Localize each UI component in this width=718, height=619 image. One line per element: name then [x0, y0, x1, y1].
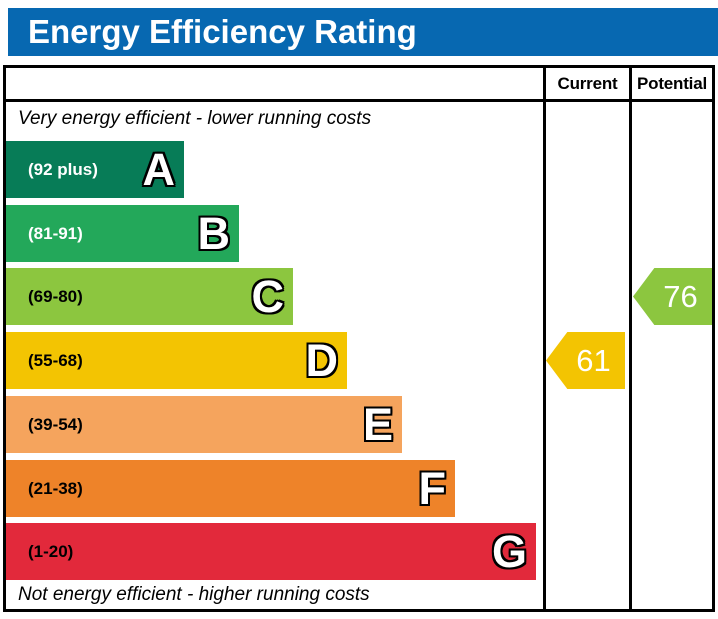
page-title: Energy Efficiency Rating	[28, 13, 417, 50]
current-column-divider	[543, 68, 546, 609]
band-row-d: (55-68) D	[6, 332, 347, 389]
potential-column-divider	[629, 68, 632, 609]
bottom-note: Not energy efficient - higher running co…	[18, 584, 370, 605]
band-range-label: (69-80)	[28, 286, 83, 306]
potential-rating-value: 76	[663, 278, 698, 314]
band-letter: C	[251, 271, 285, 322]
current-rating-arrow: 61	[546, 332, 625, 389]
current-rating-value: 61	[576, 342, 611, 378]
band-letter: D	[305, 335, 339, 386]
band-letter: E	[362, 399, 393, 450]
band-row-g: (1-20) G	[6, 523, 536, 580]
band-letter: A	[142, 144, 176, 195]
band-row-e: (39-54) E	[6, 396, 402, 453]
potential-rating-arrow: 76	[633, 268, 712, 325]
band-range-label: (92 plus)	[28, 159, 98, 179]
band-range-label: (21-38)	[28, 478, 83, 498]
band-row-f: (21-38) F	[6, 460, 455, 517]
band-range-label: (1-20)	[28, 541, 74, 561]
title-bar: Energy Efficiency Rating	[8, 8, 718, 56]
epc-rating-table: Current Potential Very energy efficient …	[3, 65, 715, 612]
band-range-label: (55-68)	[28, 350, 83, 370]
band-letter: G	[491, 526, 527, 577]
band-range-label: (39-54)	[28, 414, 83, 434]
band-letter: F	[418, 463, 447, 514]
header-underline	[6, 99, 712, 102]
band-range-label: (81-91)	[28, 223, 83, 243]
band-row-b: (81-91) B	[6, 205, 239, 262]
band-row-a: (92 plus) A	[6, 141, 184, 198]
top-note: Very energy efficient - lower running co…	[18, 108, 372, 129]
band-letter: B	[197, 208, 231, 259]
column-header-potential: Potential	[637, 73, 707, 93]
column-header-current: Current	[557, 73, 618, 93]
band-row-c: (69-80) C	[6, 268, 293, 325]
